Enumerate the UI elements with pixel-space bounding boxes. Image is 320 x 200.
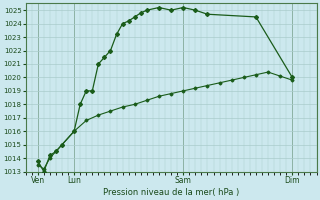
X-axis label: Pression niveau de la mer( hPa ): Pression niveau de la mer( hPa ) <box>103 188 239 197</box>
